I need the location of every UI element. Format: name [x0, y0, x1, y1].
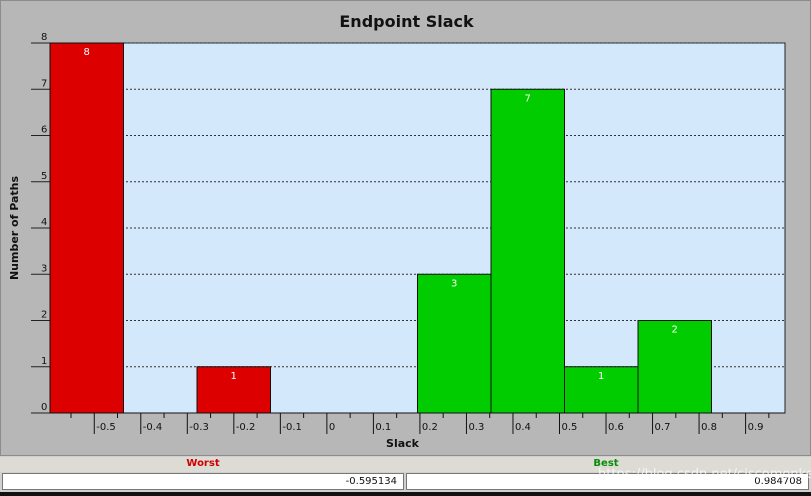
y-tick-label: 0	[41, 402, 47, 413]
x-tick-label: 0.1	[375, 422, 391, 433]
bottom-strip	[0, 492, 811, 496]
worst-value-field: -0.595134	[2, 473, 404, 490]
bar-value-label: 2	[672, 325, 678, 336]
footer-labels-row: Worst Best	[0, 457, 811, 472]
x-tick-label: 0.3	[468, 422, 484, 433]
slack-range-footer: Worst Best -0.595134 0.984708 https://bl…	[0, 456, 811, 496]
best-value-field: 0.984708	[406, 473, 809, 490]
y-tick-label: 4	[41, 217, 47, 228]
x-tick-label: 0	[329, 422, 335, 433]
bar-value-label: 1	[231, 371, 237, 382]
y-tick-label: 1	[41, 356, 47, 367]
y-tick-label: 2	[41, 310, 47, 321]
x-tick-label: -0.2	[236, 422, 256, 433]
x-axis-title: Slack	[386, 437, 420, 450]
x-tick-label: 0.7	[655, 422, 671, 433]
x-tick-label: -0.1	[282, 422, 302, 433]
worst-label: Worst	[186, 458, 220, 469]
y-tick-label: 5	[41, 171, 47, 182]
x-tick-label: -0.3	[189, 422, 209, 433]
y-tick-label: 6	[41, 125, 47, 136]
x-tick-label: -0.4	[143, 422, 163, 433]
bar-value-label: 3	[451, 278, 457, 289]
best-label: Best	[593, 458, 619, 469]
watermark-text: https://blog.csdn.net/ciscomonkey	[598, 467, 811, 482]
bar-value-label: 7	[525, 93, 531, 104]
x-tick-label: 0.2	[422, 422, 438, 433]
histogram-bar	[490, 88, 565, 414]
x-tick-label: 0.8	[701, 422, 717, 433]
x-tick-label: -0.5	[96, 422, 116, 433]
y-axis-title: Number of Paths	[8, 176, 21, 281]
y-tick-label: 7	[41, 78, 47, 89]
chart-panel: Endpoint Slack 0 1 2 3 4 5 6 7 8 8 1 3 7 1 2 -0.5 -0.4 -0…	[0, 0, 811, 456]
bar-value-label: 8	[84, 47, 90, 58]
histogram-bar	[49, 42, 124, 414]
bar-value-label: 1	[598, 371, 604, 382]
y-tick-label: 3	[41, 263, 47, 274]
x-tick-label: 0.4	[515, 422, 531, 433]
x-tick-label: 0.5	[561, 422, 577, 433]
chart-title: Endpoint Slack	[339, 12, 474, 31]
y-tick-label: 8	[41, 32, 47, 43]
x-tick-label: 0.6	[608, 422, 624, 433]
histogram-bar	[416, 273, 492, 414]
x-tick-label: 0.9	[748, 422, 764, 433]
